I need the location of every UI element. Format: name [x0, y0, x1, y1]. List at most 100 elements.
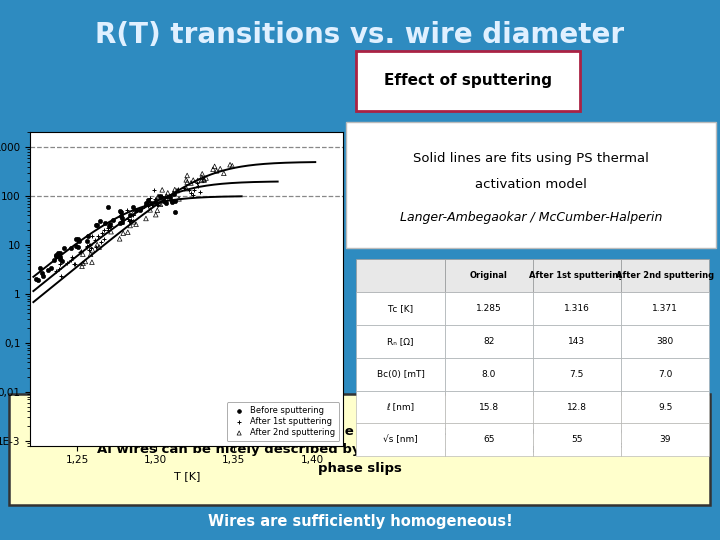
Before sputtering	[124, 211, 135, 220]
After 1st sputtering	[102, 224, 114, 232]
After 1st sputtering	[86, 231, 98, 240]
After 2nd sputtering	[197, 170, 208, 178]
After 1st sputtering	[136, 204, 148, 212]
Before sputtering	[70, 242, 81, 251]
After 2nd sputtering	[169, 185, 181, 194]
Before sputtering	[116, 213, 127, 222]
After 2nd sputtering	[198, 175, 210, 184]
Before sputtering	[54, 248, 66, 257]
After 1st sputtering	[122, 215, 133, 224]
After 1st sputtering	[93, 232, 104, 241]
After 2nd sputtering	[224, 160, 235, 169]
After 1st sputtering	[65, 255, 76, 264]
After 2nd sputtering	[79, 257, 91, 266]
After 2nd sputtering	[161, 192, 172, 200]
After 1st sputtering	[150, 201, 162, 210]
After 2nd sputtering	[162, 188, 174, 197]
Text: Langer-Ambegaokar / McCumber-Halperin: Langer-Ambegaokar / McCumber-Halperin	[400, 211, 662, 224]
After 1st sputtering	[81, 243, 93, 252]
After 2nd sputtering	[174, 194, 185, 203]
Before sputtering	[58, 243, 70, 252]
After 2nd sputtering	[181, 171, 193, 180]
After 2nd sputtering	[164, 192, 176, 201]
After 2nd sputtering	[185, 179, 197, 187]
After 1st sputtering	[194, 188, 206, 197]
Before sputtering	[55, 254, 66, 263]
After 1st sputtering	[81, 242, 93, 251]
After 2nd sputtering	[153, 199, 165, 208]
After 2nd sputtering	[94, 243, 105, 252]
After 2nd sputtering	[200, 174, 212, 183]
After 2nd sputtering	[86, 246, 98, 254]
After 2nd sputtering	[130, 220, 142, 228]
After 1st sputtering	[179, 184, 190, 192]
After 2nd sputtering	[150, 211, 161, 219]
After 1st sputtering	[98, 226, 109, 234]
After 2nd sputtering	[209, 162, 220, 171]
Before sputtering	[91, 221, 102, 230]
Text: Wires are sufficiently homogeneous!: Wires are sufficiently homogeneous!	[207, 514, 513, 529]
After 1st sputtering	[106, 221, 117, 230]
FancyBboxPatch shape	[9, 394, 710, 505]
After 1st sputtering	[54, 259, 66, 268]
Before sputtering	[50, 252, 62, 261]
After 2nd sputtering	[196, 176, 207, 185]
Before sputtering	[149, 198, 161, 206]
Before sputtering	[32, 276, 44, 285]
After 2nd sputtering	[218, 169, 230, 178]
After 1st sputtering	[89, 235, 101, 244]
After 1st sputtering	[96, 229, 107, 238]
After 1st sputtering	[55, 272, 67, 280]
After 1st sputtering	[61, 259, 73, 267]
Before sputtering	[154, 192, 166, 200]
After 2nd sputtering	[198, 176, 210, 184]
After 1st sputtering	[186, 188, 197, 197]
Before sputtering	[54, 253, 66, 261]
Before sputtering	[104, 222, 115, 231]
X-axis label: T [K]: T [K]	[174, 471, 200, 481]
After 2nd sputtering	[181, 184, 192, 193]
Before sputtering	[91, 221, 103, 230]
Before sputtering	[100, 218, 112, 227]
After 1st sputtering	[50, 267, 62, 275]
After 2nd sputtering	[187, 176, 199, 185]
After 1st sputtering	[161, 193, 173, 202]
Before sputtering	[94, 217, 106, 225]
Before sputtering	[42, 265, 53, 274]
After 2nd sputtering	[77, 250, 89, 259]
Before sputtering	[117, 218, 128, 226]
After 2nd sputtering	[215, 164, 226, 173]
Before sputtering	[134, 205, 145, 214]
Before sputtering	[50, 251, 62, 259]
After 1st sputtering	[76, 247, 87, 255]
FancyBboxPatch shape	[356, 51, 580, 111]
After 1st sputtering	[86, 244, 97, 253]
After 1st sputtering	[183, 185, 194, 194]
After 2nd sputtering	[76, 262, 88, 271]
After 1st sputtering	[127, 211, 139, 219]
After 1st sputtering	[96, 238, 107, 246]
Before sputtering	[114, 207, 126, 216]
Before sputtering	[73, 237, 84, 245]
After 1st sputtering	[153, 201, 164, 210]
Before sputtering	[72, 234, 84, 243]
Text: The shape of the bottom part of the R(T) dependencies of not too narrow
Al wires: The shape of the bottom part of the R(T)…	[84, 424, 635, 475]
Before sputtering	[131, 206, 143, 214]
After 1st sputtering	[172, 185, 184, 193]
After 1st sputtering	[70, 259, 81, 268]
Before sputtering	[53, 249, 64, 258]
Before sputtering	[36, 268, 48, 277]
After 1st sputtering	[122, 217, 134, 226]
After 2nd sputtering	[153, 193, 164, 201]
After 1st sputtering	[142, 198, 153, 206]
Before sputtering	[72, 242, 84, 251]
Before sputtering	[81, 237, 92, 246]
Before sputtering	[31, 275, 42, 284]
After 1st sputtering	[74, 247, 86, 256]
Before sputtering	[168, 190, 180, 198]
After 1st sputtering	[139, 202, 150, 211]
After 1st sputtering	[99, 234, 110, 243]
Before sputtering	[107, 216, 119, 225]
Before sputtering	[142, 195, 153, 204]
Before sputtering	[166, 197, 177, 206]
